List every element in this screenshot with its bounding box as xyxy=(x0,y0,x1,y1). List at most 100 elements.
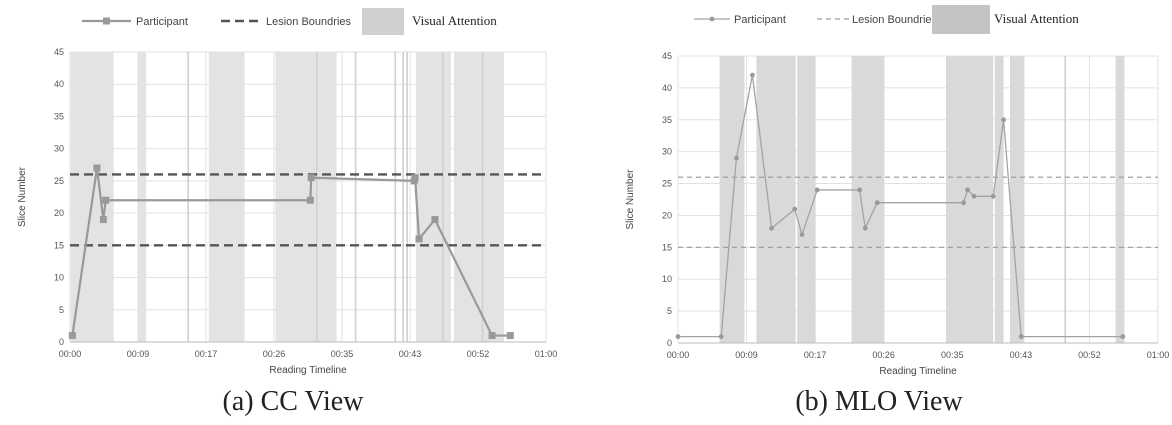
legend: Participant Lesion Boundries Visual Attent… xyxy=(82,8,497,35)
legend-attention-swatch xyxy=(362,8,404,35)
participant-point xyxy=(961,200,966,206)
legend-participant-label: Participant xyxy=(734,14,786,26)
y-tick-label: 0 xyxy=(667,338,672,348)
participant-point xyxy=(971,193,977,199)
x-tick-label: 00:52 xyxy=(1078,350,1101,360)
x-tick-label: 00:43 xyxy=(1010,350,1033,360)
participant-point xyxy=(1018,334,1024,340)
visual-attention-band xyxy=(208,52,245,342)
participant-point xyxy=(93,164,101,172)
legend-lesion-label: Lesion Boundries xyxy=(266,16,352,28)
participant-point xyxy=(799,232,805,237)
y-tick-label: 25 xyxy=(662,179,672,189)
visual-attention-band xyxy=(1115,56,1125,343)
y-axis-title: Slice Number xyxy=(625,169,636,230)
participant-point xyxy=(431,216,439,224)
participant-point xyxy=(307,174,315,182)
participant-point xyxy=(415,235,423,243)
panel-mlo: 0 5 10 15 20 25 30 35 40 45 00:00 00:09 00:17 00:26 00… xyxy=(586,0,1172,425)
x-tick-label: 01:00 xyxy=(535,349,558,359)
y-tick-label: 25 xyxy=(54,176,64,186)
x-tick-label: 00:52 xyxy=(467,349,490,359)
participant-point xyxy=(306,196,314,204)
caption-mlo: (b) MLO View xyxy=(795,386,963,417)
participant-point xyxy=(102,196,110,204)
participant-point xyxy=(675,334,681,340)
x-tick-label: 00:26 xyxy=(263,349,286,359)
y-tick-label: 10 xyxy=(662,274,672,284)
y-tick-label: 30 xyxy=(54,144,64,154)
participant-line xyxy=(678,74,1123,338)
participant-point xyxy=(814,187,820,193)
y-tick-label: 40 xyxy=(662,83,672,93)
y-tick-label: 40 xyxy=(54,79,64,89)
participant-point xyxy=(68,332,76,340)
visual-attention-band xyxy=(1010,56,1025,343)
participant-point xyxy=(488,332,496,340)
x-tick-label: 00:17 xyxy=(195,349,218,359)
y-tick-label: 35 xyxy=(662,115,672,125)
visual-attention-band xyxy=(797,56,816,343)
y-tick-label: 30 xyxy=(662,147,672,157)
participant-point xyxy=(99,216,107,224)
visual-attention-band xyxy=(946,56,994,343)
visual-attention-band xyxy=(994,56,1004,343)
chart-mlo-view: 0 5 10 15 20 25 30 35 40 45 00:00 00:09 00:17 00:26 00… xyxy=(625,5,1170,377)
legend-participant-label: Participant xyxy=(136,16,188,28)
visual-attention-band xyxy=(719,56,745,343)
visual-attention-band xyxy=(275,52,337,342)
x-axis-title: Reading Timeline xyxy=(269,365,347,376)
x-tick-label: 00:17 xyxy=(804,350,827,360)
legend: Participant Lesion Boundries Visual Attent… xyxy=(694,5,1079,34)
y-axis-title: Slice Number xyxy=(17,166,28,227)
x-tick-label: 00:43 xyxy=(399,349,422,359)
participant-point xyxy=(411,174,419,182)
participant-point xyxy=(1001,117,1006,123)
legend-attention-label: Visual Attention xyxy=(412,13,497,28)
visual-attention-band xyxy=(415,52,451,342)
y-tick-label: 20 xyxy=(54,208,64,218)
y-tick-label: 5 xyxy=(667,306,672,316)
y-tick-label: 10 xyxy=(54,273,64,283)
participant-point xyxy=(874,200,880,206)
legend-participant-marker xyxy=(103,17,110,25)
participant-point xyxy=(862,225,868,231)
y-tick-label: 15 xyxy=(54,240,64,250)
participant-line xyxy=(71,166,511,337)
participant-point xyxy=(734,155,739,161)
legend-lesion-label: Lesion Boundries xyxy=(852,14,938,26)
x-axis-title: Reading Timeline xyxy=(879,366,957,377)
participant-point xyxy=(965,187,970,193)
participant-point xyxy=(750,72,755,78)
x-tick-label: 00:09 xyxy=(127,349,150,359)
participant-point xyxy=(769,225,774,231)
visual-attention-band xyxy=(453,52,504,342)
chart-cc-view: 0 5 10 15 20 25 30 35 40 45 00:00 00:09 00:17 00:26 00… xyxy=(17,8,558,376)
y-tick-label: 20 xyxy=(662,210,672,220)
x-tick-label: 01:00 xyxy=(1147,350,1170,360)
caption-cc: (a) CC View xyxy=(222,386,364,417)
participant-point xyxy=(792,206,798,212)
x-tick-label: 00:35 xyxy=(331,349,354,359)
visual-attention-band xyxy=(851,56,885,343)
legend-participant-marker xyxy=(709,16,715,22)
y-tick-label: 15 xyxy=(662,242,672,252)
y-tick-label: 35 xyxy=(54,111,64,121)
x-tick-label: 00:00 xyxy=(59,349,82,359)
participant-point xyxy=(857,187,862,193)
legend-attention-label: Visual Attention xyxy=(994,11,1079,26)
y-tick-label: 45 xyxy=(54,47,64,57)
participant-point xyxy=(718,334,724,340)
participant-point xyxy=(506,332,514,340)
visual-attention-band xyxy=(138,52,147,342)
panel-cc: 0 5 10 15 20 25 30 35 40 45 00:00 00:09 00:17 00:26 00… xyxy=(17,8,558,417)
participant-point xyxy=(1120,334,1126,340)
y-tick-label: 5 xyxy=(59,305,64,315)
y-tick-label: 0 xyxy=(59,337,64,347)
participant-point xyxy=(990,193,996,199)
x-tick-label: 00:35 xyxy=(941,350,964,360)
legend-attention-swatch xyxy=(932,5,990,34)
x-tick-label: 00:26 xyxy=(872,350,895,360)
y-tick-label: 45 xyxy=(662,51,672,61)
x-tick-label: 00:09 xyxy=(735,350,758,360)
